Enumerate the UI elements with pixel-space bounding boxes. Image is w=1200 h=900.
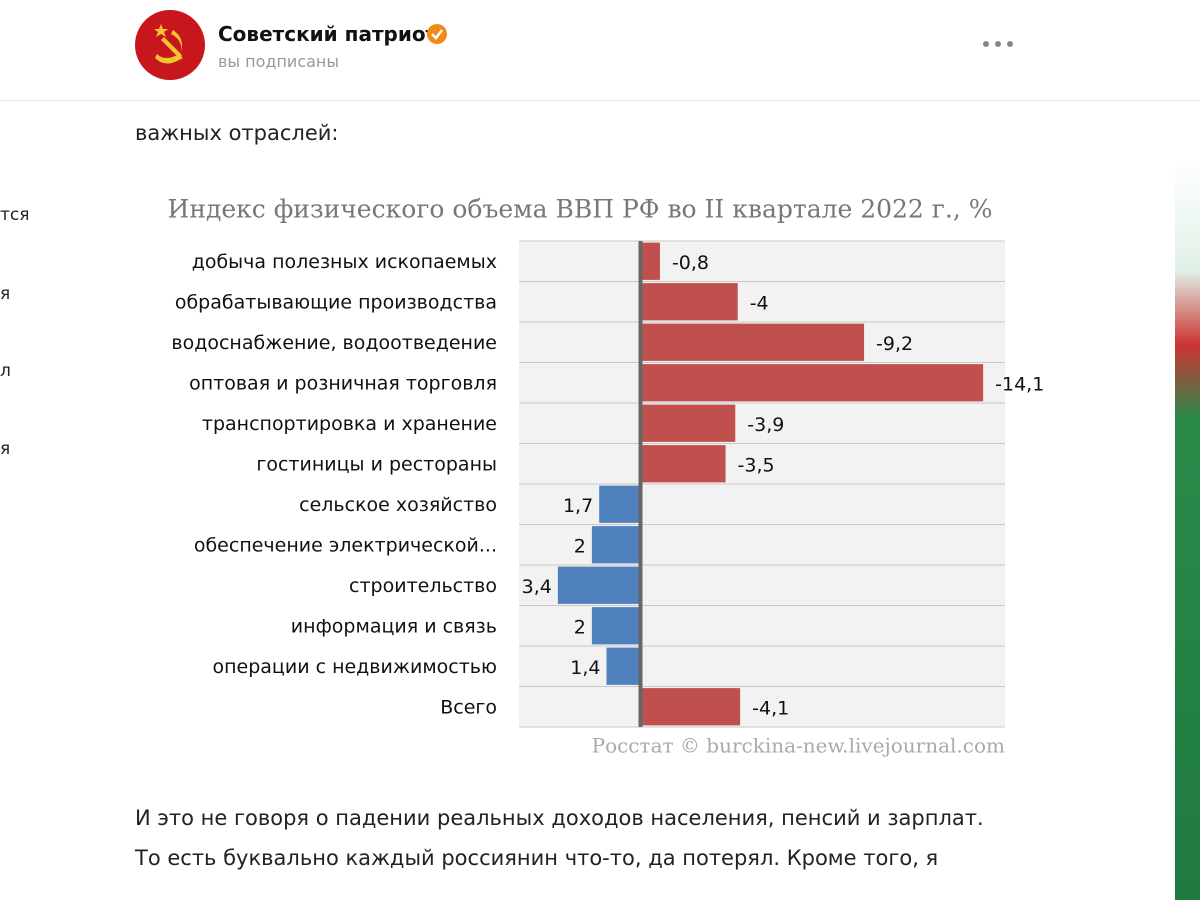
value-label: -14,1 <box>995 373 1044 395</box>
bar <box>640 445 726 483</box>
avatar[interactable] <box>135 10 205 80</box>
channel-header: Советский патриот вы подписаны <box>0 0 1200 101</box>
bar <box>640 242 660 280</box>
bar <box>640 283 738 321</box>
category-label: добыча полезных ископаемых <box>192 251 497 273</box>
category-label: информация и связь <box>291 615 497 637</box>
chart-source: Росстат © burckina-new.livejournal.com <box>592 734 1005 758</box>
category-label: обрабатывающие производства <box>175 291 497 313</box>
sidebar-item[interactable]: я <box>0 439 11 459</box>
subscription-status: вы подписаны <box>218 52 340 71</box>
bar <box>640 688 741 726</box>
category-label: сельское хозяйство <box>299 494 497 516</box>
value-label: 3,4 <box>522 576 552 598</box>
value-label: 2 <box>574 535 586 557</box>
more-menu[interactable] <box>980 38 1016 50</box>
side-banner[interactable] <box>1175 160 1200 900</box>
value-label: -9,2 <box>876 333 913 355</box>
category-label: Всего <box>440 696 497 718</box>
sidebar-item[interactable]: л <box>0 361 11 381</box>
bar <box>591 526 641 564</box>
bar <box>591 607 641 645</box>
value-label: 1,7 <box>563 495 593 517</box>
value-label: -3,5 <box>738 454 775 476</box>
bar <box>599 485 641 523</box>
bar <box>640 404 736 442</box>
chart-title: Индекс физического объема ВВП РФ во II к… <box>168 195 993 224</box>
value-label: -3,9 <box>747 414 784 436</box>
category-label: гостиницы и рестораны <box>256 453 497 475</box>
sidebar-item[interactable]: тся <box>0 205 30 225</box>
category-label: строительство <box>349 575 497 597</box>
bar <box>557 566 641 604</box>
value-label: -4 <box>750 292 769 314</box>
bar <box>640 364 984 402</box>
bar <box>606 647 641 685</box>
channel-name[interactable]: Советский патриот <box>218 22 438 46</box>
verified-badge <box>427 24 447 44</box>
plot-background <box>519 241 1005 727</box>
category-label: транспортировка и хранение <box>202 413 497 435</box>
intro-text: важных отраслей: <box>135 121 339 145</box>
value-label: 2 <box>574 616 586 638</box>
category-label: операции с недвижимостью <box>212 656 497 678</box>
bar <box>640 323 865 361</box>
category-label: водоснабжение, водоотведение <box>171 332 497 354</box>
sidebar-item[interactable]: я <box>0 284 11 304</box>
value-label: -0,8 <box>672 252 709 274</box>
value-label: 1,4 <box>570 657 600 679</box>
paragraph-line: То есть буквально каждый россиянин что-т… <box>135 846 939 870</box>
paragraph-line: И это не говоря о падении реальных доход… <box>135 806 984 830</box>
value-label: -4,1 <box>752 697 789 719</box>
category-label: обеспечение электрической... <box>194 534 497 556</box>
category-label: оптовая и розничная торговля <box>189 372 497 394</box>
